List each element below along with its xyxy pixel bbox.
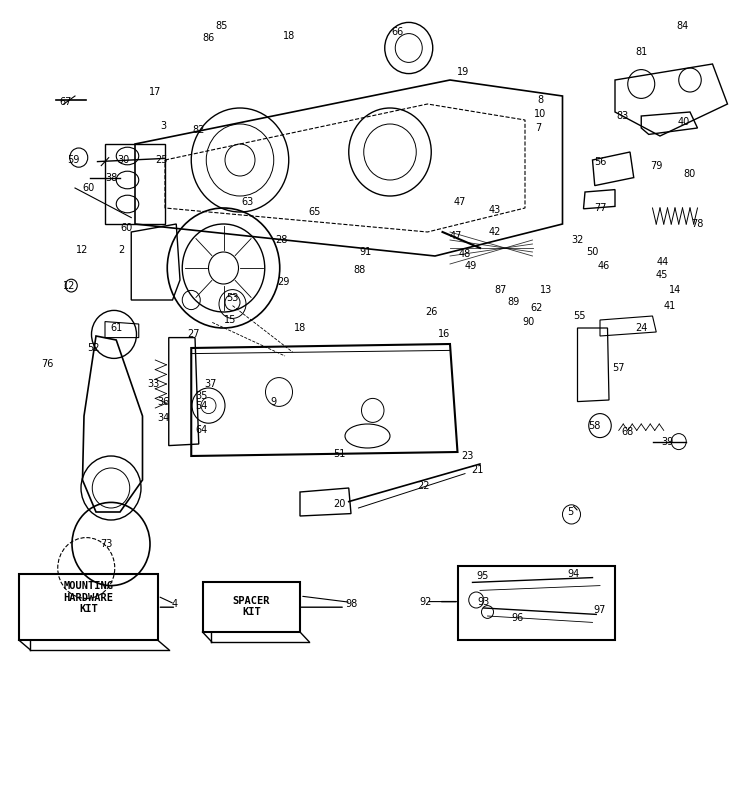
Text: 64: 64 [195, 425, 207, 434]
Text: 85: 85 [215, 21, 227, 30]
Text: 26: 26 [425, 307, 437, 317]
Bar [458, 566, 615, 640]
Text: 76: 76 [41, 359, 53, 369]
Text: 38: 38 [105, 173, 117, 182]
Text: 46: 46 [598, 261, 610, 270]
Text: 94: 94 [568, 569, 580, 578]
Text: 50: 50 [586, 247, 598, 257]
Text: 49: 49 [465, 261, 477, 270]
Text: 57: 57 [613, 363, 625, 373]
Text: 41: 41 [664, 301, 676, 310]
Text: 7: 7 [536, 123, 542, 133]
Text: 45: 45 [656, 270, 668, 280]
Text: 97: 97 [594, 605, 606, 614]
Text: 40: 40 [678, 117, 690, 126]
Text: 59: 59 [68, 155, 80, 165]
Text: 33: 33 [148, 379, 160, 389]
Text: 18: 18 [283, 31, 295, 41]
Text: 5: 5 [567, 507, 573, 517]
Text: 21: 21 [472, 465, 484, 474]
Text: 12: 12 [76, 245, 88, 254]
Text: 18: 18 [294, 323, 306, 333]
Text: 15: 15 [224, 315, 236, 325]
Text: 62: 62 [530, 303, 542, 313]
Text: 47: 47 [450, 231, 462, 241]
Bar [19, 574, 158, 640]
Text: 60: 60 [82, 183, 94, 193]
Text: 12: 12 [63, 281, 75, 290]
Text: 36: 36 [158, 397, 170, 406]
Text: 52: 52 [88, 343, 100, 353]
Text: 34: 34 [158, 413, 170, 422]
Text: 78: 78 [692, 219, 703, 229]
Text: 96: 96 [512, 613, 524, 622]
Text: 66: 66 [392, 27, 404, 37]
Text: 68: 68 [622, 427, 634, 437]
Text: MOUNTING
HARDWARE
KIT: MOUNTING HARDWARE KIT [64, 581, 113, 614]
Text: 13: 13 [540, 285, 552, 294]
Text: 82: 82 [193, 125, 205, 134]
Text: 25: 25 [155, 155, 167, 165]
Text: 79: 79 [650, 162, 662, 171]
Text: 55: 55 [574, 311, 586, 321]
Text: 24: 24 [635, 323, 647, 333]
Text: 3: 3 [160, 121, 166, 130]
Text: 29: 29 [278, 277, 290, 286]
Text: 28: 28 [275, 235, 287, 245]
Text: 60: 60 [120, 223, 132, 233]
Text: 67: 67 [60, 97, 72, 106]
Text: 91: 91 [360, 247, 372, 257]
Text: 19: 19 [458, 67, 470, 77]
Text: 42: 42 [489, 227, 501, 237]
Text: 98: 98 [345, 599, 357, 609]
Text: 95: 95 [476, 571, 488, 581]
Text: 10: 10 [534, 109, 546, 118]
Text: 84: 84 [676, 21, 688, 30]
Text: 14: 14 [669, 285, 681, 294]
Text: 20: 20 [333, 499, 345, 509]
Text: 86: 86 [202, 34, 214, 43]
Text: 22: 22 [418, 481, 430, 490]
Text: 93: 93 [478, 597, 490, 606]
Text: 39: 39 [662, 437, 674, 446]
Text: 17: 17 [149, 87, 161, 97]
Text: 81: 81 [635, 47, 647, 57]
Text: 9: 9 [271, 397, 277, 406]
Text: 83: 83 [616, 111, 628, 121]
Text: 53: 53 [226, 293, 238, 302]
Text: 48: 48 [459, 249, 471, 258]
Text: 27: 27 [188, 329, 200, 338]
Text: SPACER
KIT: SPACER KIT [232, 595, 270, 618]
Text: 23: 23 [461, 451, 473, 461]
Text: 43: 43 [489, 205, 501, 214]
Text: 44: 44 [656, 257, 668, 266]
Text: 90: 90 [523, 317, 535, 326]
Text: 87: 87 [495, 285, 507, 294]
Text: 77: 77 [594, 203, 606, 213]
Text: 92: 92 [420, 597, 432, 606]
Text: 32: 32 [572, 235, 584, 245]
Text: 89: 89 [508, 297, 520, 306]
Text: 58: 58 [589, 421, 601, 430]
Text: 65: 65 [309, 207, 321, 217]
Text: 61: 61 [110, 323, 122, 333]
Text: 88: 88 [354, 265, 366, 274]
Text: 4: 4 [172, 599, 178, 609]
Text: 8: 8 [537, 95, 543, 105]
Text: 37: 37 [204, 379, 216, 389]
Text: 47: 47 [454, 197, 466, 206]
Bar [202, 582, 300, 632]
Text: 2: 2 [118, 245, 124, 254]
Text: 35: 35 [195, 391, 207, 401]
Text: 51: 51 [333, 449, 345, 458]
Text: 80: 80 [684, 169, 696, 178]
Text: 56: 56 [594, 157, 606, 166]
Text: 63: 63 [242, 197, 254, 206]
Text: 54: 54 [195, 401, 207, 410]
Text: 16: 16 [438, 329, 450, 338]
Text: 30: 30 [118, 155, 130, 165]
Text: 73: 73 [100, 539, 112, 549]
